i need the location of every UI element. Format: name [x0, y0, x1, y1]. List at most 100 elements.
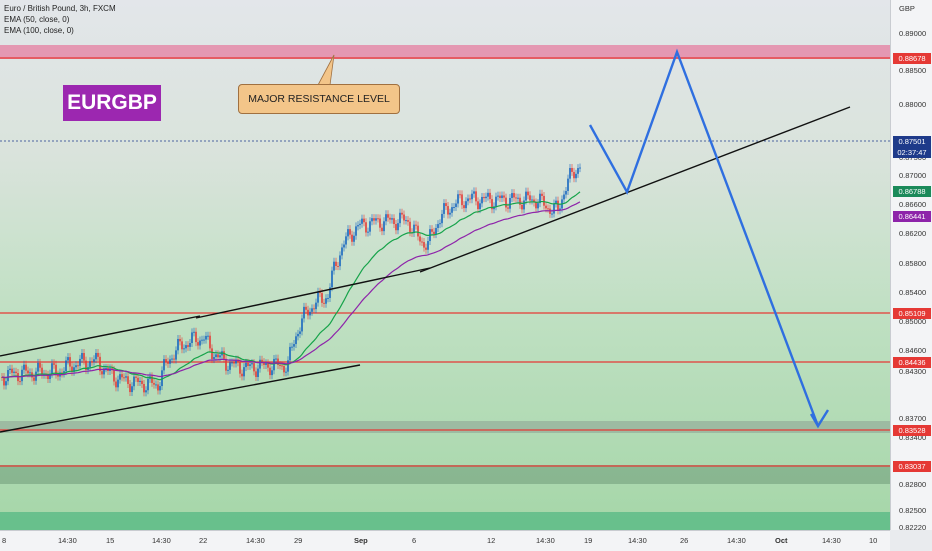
time-tick: 22: [199, 536, 208, 545]
candle-body: [257, 368, 259, 377]
candle-body: [313, 308, 315, 310]
legend-ema50[interactable]: EMA (50, close, 0): [4, 15, 70, 24]
candle-body: [319, 291, 321, 294]
legend-ema100[interactable]: EMA (100, close, 0): [4, 26, 74, 35]
candle-body: [49, 373, 51, 380]
candle-body: [419, 236, 421, 242]
candle-body: [67, 357, 69, 361]
price-label: 0.87501: [893, 135, 931, 147]
candle-body: [351, 234, 353, 242]
candle-body: [213, 356, 215, 360]
time-tick: 19: [584, 536, 593, 545]
candle-body: [421, 241, 423, 243]
candle-body: [347, 229, 349, 237]
candle-body: [463, 205, 465, 209]
candle-body: [453, 206, 455, 208]
time-tick: 29: [294, 536, 303, 545]
candle-body: [161, 370, 163, 387]
candle-body: [383, 221, 385, 232]
candle-body: [333, 261, 335, 271]
candle-body: [215, 354, 217, 357]
candle-body: [395, 224, 397, 231]
candle-body: [199, 340, 201, 346]
candle-body: [197, 342, 199, 346]
candle-body: [243, 367, 245, 377]
candle-body: [559, 208, 561, 211]
candle-body: [277, 358, 279, 365]
channel-upper-line: [0, 315, 201, 357]
candle-body: [483, 196, 485, 199]
breakout-line: [195, 267, 431, 319]
candle-body: [403, 214, 405, 221]
candle-body: [253, 363, 255, 372]
candle-body: [27, 370, 29, 374]
candle-body: [189, 343, 191, 347]
candle-body: [487, 192, 489, 197]
candle-body: [83, 353, 85, 361]
projection-path: [588, 48, 820, 427]
candle-body: [435, 227, 437, 235]
candle-body: [91, 361, 93, 363]
support-zone: [0, 421, 890, 433]
candle-body: [567, 178, 569, 191]
candle-body: [565, 190, 567, 195]
candle-body: [447, 206, 449, 215]
candle-body: [461, 194, 463, 206]
candle-body: [523, 200, 525, 210]
price-label: 0.83037: [893, 460, 931, 472]
candle-body: [409, 221, 411, 233]
price-tick: 0.82800: [899, 480, 927, 489]
candle-body: [389, 217, 391, 220]
candle-body: [353, 235, 355, 242]
candle-body: [287, 360, 289, 372]
candle-body: [23, 364, 25, 370]
candle-body: [359, 223, 361, 226]
candle-body: [273, 358, 275, 371]
candle-body: [553, 203, 555, 214]
price-axis[interactable]: GBP 0.89000 0.88500 0.88000 0.87500 0.87000 0…: [890, 0, 932, 532]
candle-body: [525, 191, 527, 201]
candle-body: [115, 381, 117, 388]
candle-body: [541, 193, 543, 196]
candle-body: [211, 348, 213, 360]
price-label: 0.86441: [893, 210, 931, 222]
candle-body: [475, 191, 477, 202]
candle-body: [341, 247, 343, 256]
candle-body: [227, 369, 229, 371]
candle-body: [543, 195, 545, 206]
candle-body: [145, 390, 147, 393]
candle-body: [97, 352, 99, 357]
time-tick: 26: [680, 536, 689, 545]
time-axis[interactable]: 8 14:30 15 14:30 22 14:30 29 Sep 6 12 14:30 19 14:30…: [0, 530, 890, 551]
candle-body: [377, 218, 379, 220]
price-tick: 0.85400: [899, 288, 927, 297]
candle-body: [183, 348, 185, 350]
candle-body: [241, 373, 243, 377]
candle-body: [181, 341, 183, 350]
price-label: 0.88678: [893, 52, 931, 64]
candle-body: [37, 362, 39, 372]
candle-body: [105, 368, 107, 370]
price-tick: 0.84600: [899, 346, 927, 355]
candle-body: [267, 363, 269, 368]
candle-body: [431, 229, 433, 232]
symbol-badge: EURGBP: [63, 85, 161, 121]
legend-title[interactable]: Euro / British Pound, 3h, FXCM: [4, 4, 116, 13]
candle-body: [271, 370, 273, 376]
plot-area[interactable]: Euro / British Pound, 3h, FXCM EMA (50, …: [0, 0, 890, 530]
candle-body: [223, 351, 225, 359]
candle-body: [557, 200, 559, 211]
candle-body: [479, 203, 481, 210]
price-tick: 0.85800: [899, 259, 927, 268]
candle-body: [491, 199, 493, 210]
candle-body: [75, 365, 77, 368]
candle-body: [527, 191, 529, 196]
candle-body: [455, 203, 457, 207]
candle-body: [503, 195, 505, 198]
resistance-callout[interactable]: MAJOR RESISTANCE LEVEL: [238, 84, 400, 114]
candle-body: [33, 377, 35, 381]
candle-body: [151, 376, 153, 383]
candle-body: [167, 361, 169, 364]
candle-body: [191, 332, 193, 344]
candle-body: [283, 365, 285, 373]
